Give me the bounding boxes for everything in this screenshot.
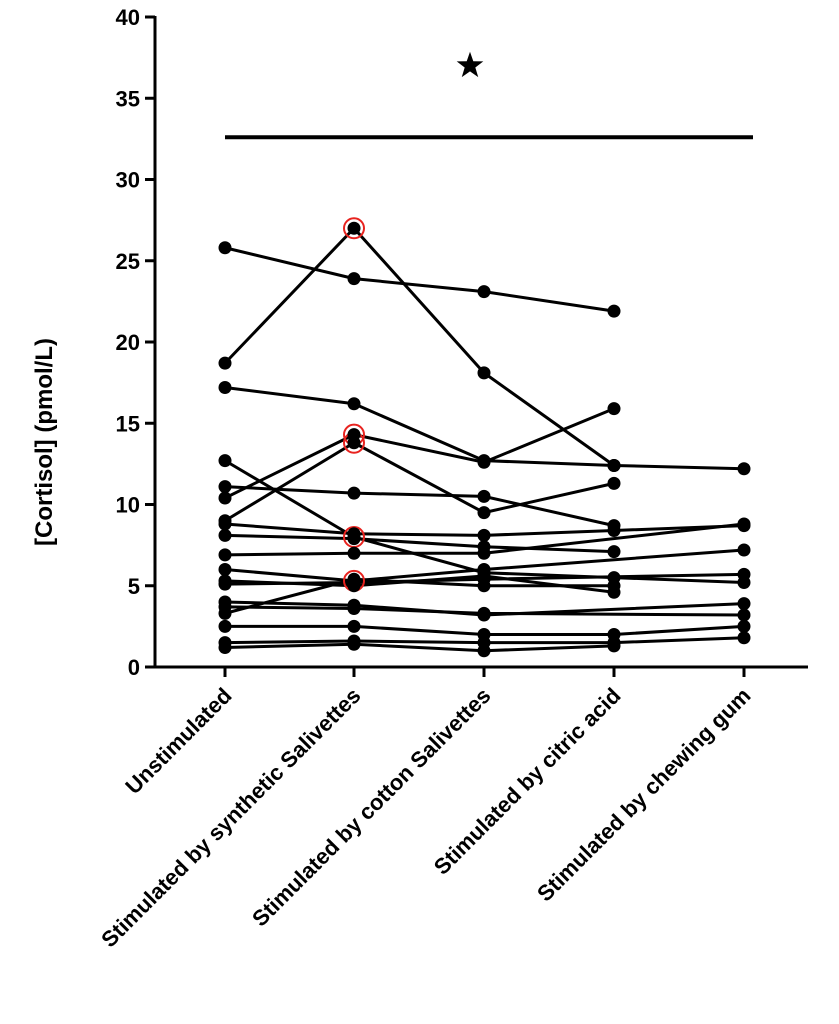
data-point-s1-c2 xyxy=(347,272,361,286)
data-point-s8-c4 xyxy=(607,524,621,537)
data-point-s5-c3 xyxy=(477,489,491,503)
data-point-s15-c5 xyxy=(737,597,751,611)
y-tick-label-15: 15 xyxy=(116,411,140,436)
y-tick-label-30: 30 xyxy=(116,168,140,193)
data-point-s19-c4 xyxy=(607,639,621,653)
series-line-10 xyxy=(224,522,745,557)
series-line-5 xyxy=(224,485,615,528)
y-tick-label-25: 25 xyxy=(116,249,140,274)
data-point-s14-c2 xyxy=(347,572,361,586)
y-tick-label-40: 40 xyxy=(116,5,140,30)
data-point-s14-c4 xyxy=(607,579,621,593)
series-line-1 xyxy=(224,246,615,313)
x-category-label-5: Stimulated by chewing gum xyxy=(532,683,755,906)
data-point-s17-c1 xyxy=(218,619,232,633)
data-point-s1-c1 xyxy=(218,241,232,255)
data-point-s14-c3 xyxy=(477,579,491,593)
data-point-s11-c1 xyxy=(218,563,232,576)
data-point-s2-c3 xyxy=(477,366,491,380)
data-point-s16-c1 xyxy=(218,600,232,614)
series-line-11 xyxy=(224,548,745,583)
data-point-s2-c1 xyxy=(218,356,232,370)
plot-area xyxy=(218,217,751,658)
data-point-s13-c1 xyxy=(218,577,232,591)
data-point-s3-c1 xyxy=(218,381,232,394)
series-line-16 xyxy=(224,605,745,617)
series-line-6 xyxy=(224,407,615,500)
data-point-s10-c5 xyxy=(737,517,751,531)
data-point-s1-c3 xyxy=(477,285,491,299)
data-point-s19-c1 xyxy=(218,641,232,654)
y-axis-label: [Cortisol] (pmol/L) xyxy=(31,338,58,546)
data-point-s5-c1 xyxy=(218,480,232,494)
data-point-s9-c4 xyxy=(607,545,621,559)
data-point-s4-c1 xyxy=(218,454,232,468)
data-point-s7-c4 xyxy=(607,476,621,490)
y-tick-label-0: 0 xyxy=(128,655,140,680)
data-point-s8-c1 xyxy=(218,517,232,531)
y-tick-label-10: 10 xyxy=(116,493,140,518)
data-point-s16-c3 xyxy=(477,606,491,620)
data-point-s13-c5 xyxy=(737,567,751,581)
data-point-s7-c3 xyxy=(477,506,491,520)
data-point-s19-c2 xyxy=(347,637,361,651)
data-point-s17-c2 xyxy=(347,619,361,633)
data-point-s19-c3 xyxy=(477,644,491,658)
data-point-s9-c1 xyxy=(218,528,232,542)
star-icon xyxy=(456,51,484,78)
data-point-s3-c2 xyxy=(347,397,361,411)
x-category-label-2: Stimulated by synthetic Salivettes xyxy=(96,683,365,952)
data-point-s11-c5 xyxy=(737,543,751,557)
data-point-s6-c3 xyxy=(477,455,491,469)
y-tick-label-35: 35 xyxy=(116,86,140,111)
data-point-s5-c2 xyxy=(347,486,361,500)
x-category-label-1: Unstimulated xyxy=(120,683,236,799)
data-point-s17-c5 xyxy=(737,619,751,633)
data-point-s7-c2 xyxy=(347,436,361,450)
series-line-9 xyxy=(224,533,615,554)
data-point-s10-c1 xyxy=(218,548,232,562)
data-point-s1-c4 xyxy=(607,304,621,318)
data-point-s8-c3 xyxy=(477,528,491,542)
data-point-s6-c4 xyxy=(607,402,621,416)
y-tick-label-5: 5 xyxy=(128,574,140,599)
data-point-s18-c5 xyxy=(737,631,751,645)
data-point-s10-c2 xyxy=(347,546,361,560)
data-point-s16-c2 xyxy=(347,602,361,615)
data-point-s16-c5 xyxy=(737,608,751,622)
data-point-s2-c5 xyxy=(737,462,751,476)
data-point-s10-c3 xyxy=(477,546,491,560)
series-line-3 xyxy=(224,386,615,467)
series-line-14 xyxy=(224,577,614,615)
series-line-2 xyxy=(223,226,745,471)
data-point-s3-c4 xyxy=(607,459,621,472)
x-category-label-3: Stimulated by cotton Salivettes xyxy=(247,683,495,931)
y-tick-label-20: 20 xyxy=(116,330,140,355)
series-line-19 xyxy=(224,642,615,653)
data-point-s2-c2 xyxy=(347,221,361,235)
data-point-s9-c2 xyxy=(347,532,361,546)
data-point-s6-c1 xyxy=(218,491,232,505)
highlight-ring-1 xyxy=(343,217,365,240)
series-line-7 xyxy=(224,441,615,523)
